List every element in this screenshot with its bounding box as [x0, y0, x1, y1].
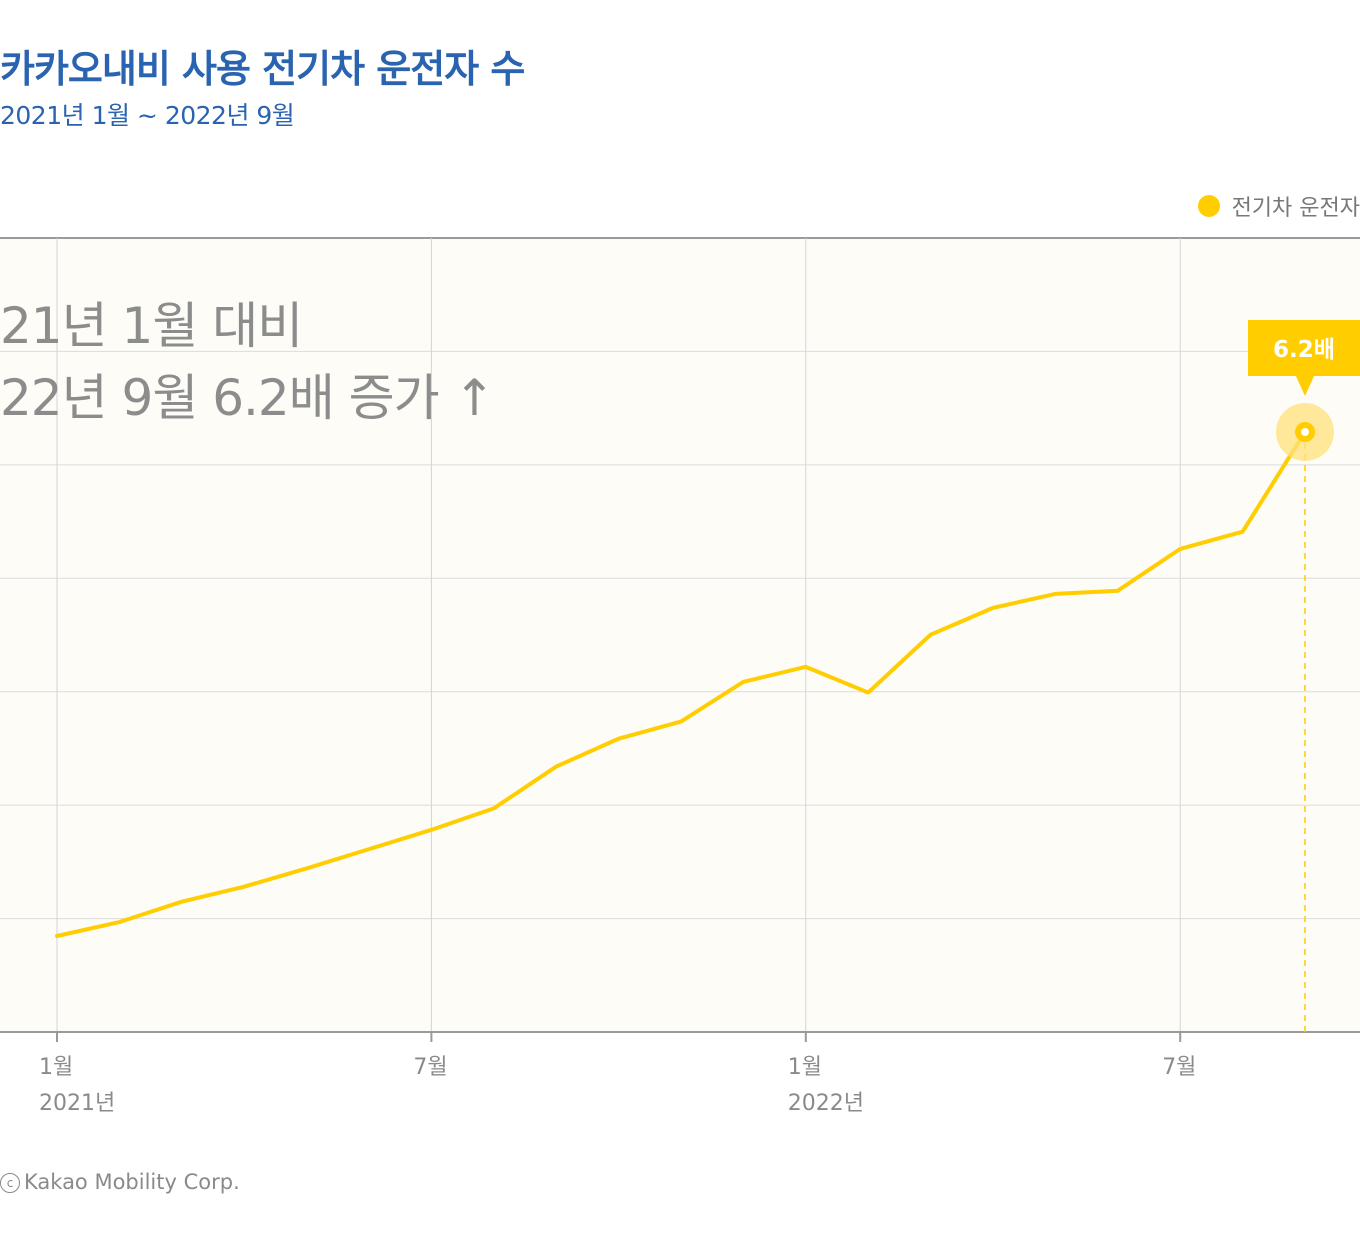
callout-box	[1248, 320, 1360, 376]
legend-swatch	[1197, 195, 1220, 217]
x-tick-label: 1월	[788, 1055, 822, 1080]
x-tick-year-label: 2022년	[788, 1091, 864, 1116]
x-tick-year-label: 2021년	[39, 1091, 115, 1116]
chart-subtitle: 2021년 1월 ~ 2022년 9월	[0, 101, 295, 130]
plot-area	[0, 238, 1360, 1032]
copyright-icon: c	[0, 1173, 20, 1193]
line-chart: 1월 2021년 7월 1월 2022년 7월 6.2배	[0, 237, 1360, 1116]
x-tick-label: 7월	[1162, 1055, 1196, 1080]
legend: 전기차 운전자	[1197, 190, 1360, 222]
legend-label: 전기차 운전자	[1231, 196, 1360, 221]
highlight-point-center	[1301, 428, 1309, 436]
callout-label: 6.2배	[1273, 337, 1335, 363]
annotation-text: 21년 1월 대비 22년 9월 6.2배 증가 ↑	[0, 290, 495, 434]
x-tick-label: 1월	[39, 1055, 73, 1080]
annotation-line-1: 21년 1월 대비	[0, 297, 303, 355]
series-line-ev-drivers	[55, 430, 1307, 938]
copyright-footer: c Kakao Mobility Corp.	[0, 1170, 240, 1194]
copyright-text: Kakao Mobility Corp.	[24, 1170, 240, 1194]
chart-title: 카카오내비 사용 전기차 운전자 수	[0, 47, 525, 91]
x-tick-label: 7월	[413, 1055, 447, 1080]
annotation-line-2: 22년 9월 6.2배 증가 ↑	[0, 369, 495, 427]
callout-pointer	[1296, 376, 1314, 396]
